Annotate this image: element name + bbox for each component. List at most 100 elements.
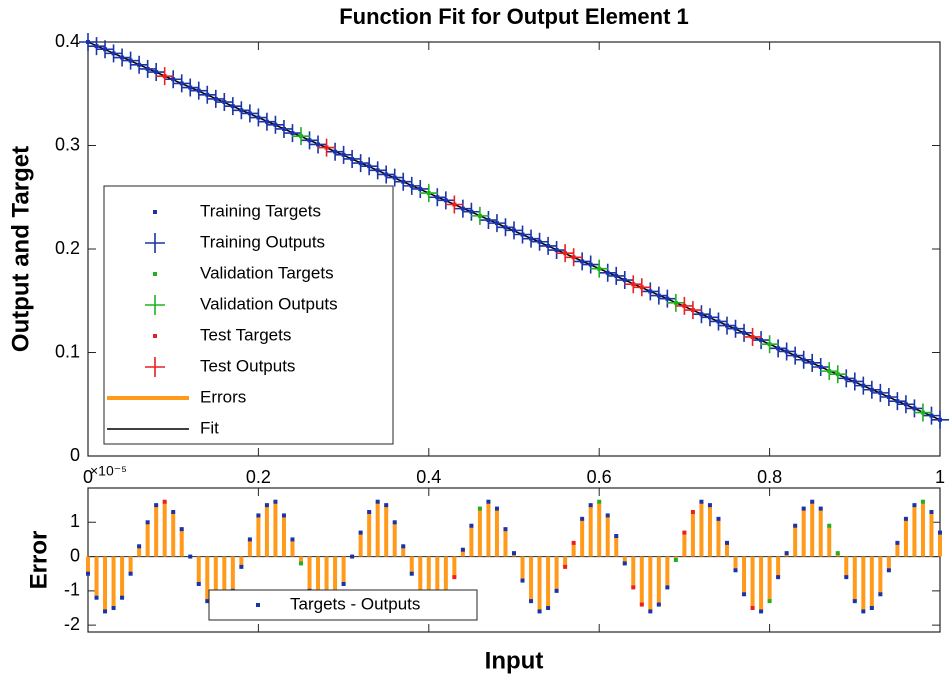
output-point [837,369,856,388]
output-point [240,104,259,123]
y-tick-label: -1 [64,580,80,600]
error-point [818,506,823,511]
x-tick-label: 0.2 [246,467,271,487]
error-point [247,537,252,542]
error-point [401,544,406,549]
error-point [503,527,508,532]
output-point [811,357,830,376]
output-point [513,225,532,244]
error-point [861,609,866,614]
error-point [656,602,661,607]
error-point [929,510,934,514]
output-point [590,259,609,278]
error-point [86,571,90,576]
error-point [733,568,738,573]
output-point [794,350,813,369]
legend-label: Test Targets [200,325,291,344]
output-point [922,406,941,425]
output-point [675,296,694,315]
error-point [622,561,627,566]
error-point [844,575,849,580]
error-point [895,540,900,545]
output-point [573,252,592,271]
error-point [409,571,414,576]
error-point [350,554,355,559]
error-point [725,540,729,545]
output-point [777,342,796,361]
error-point [256,513,261,518]
error-point [392,520,397,525]
output-point [786,346,805,365]
y-tick-label: 0 [70,545,80,565]
error-point [912,503,917,508]
x-tick-label: 0.6 [587,467,612,487]
error-point [188,554,193,559]
error-point [707,503,712,508]
output-point [896,395,915,414]
error-point [171,510,176,514]
error-point [103,609,108,614]
legend-plus [145,357,165,377]
output-point [462,202,481,221]
y-tick-label: 0.4 [55,31,80,51]
output-point [394,172,413,191]
output-point [607,266,626,285]
y-tick-label: 0.3 [55,134,80,154]
error-point [588,503,593,508]
error-point [554,588,559,593]
error-point [494,506,499,511]
legend-label: Test Outputs [200,356,295,375]
error-point [878,592,883,597]
y-tick-label: 0.2 [55,238,80,258]
error-point [571,540,576,545]
legend-dot [256,603,260,607]
output-point [292,127,310,146]
output-point [862,380,881,399]
output-point [905,399,924,418]
output-point [641,282,660,301]
error-point [605,513,610,518]
legend-dot [153,272,157,276]
output-point [879,388,898,407]
output-point [624,275,643,294]
legend-dot [153,210,157,214]
output-point [700,308,719,327]
output-point [496,218,515,237]
output-point [547,241,566,260]
y-tick-label: 0 [70,445,80,465]
output-point [556,244,575,263]
output-point [87,37,106,56]
error-point [196,582,201,586]
legend-label: Fit [200,418,219,437]
output-point [726,319,745,338]
error-point [512,551,516,556]
output-point [854,376,873,395]
chart-title: Function Fit for Output Element 1 [339,4,689,29]
error-point [827,523,832,528]
error-point [145,520,150,525]
error-point [716,516,721,521]
error-point [290,537,295,542]
y-tick-label: 1 [70,511,80,531]
output-point [769,339,788,358]
error-point [784,551,789,556]
error-point [520,578,525,583]
error-point [537,609,542,614]
error-point [477,506,482,511]
y-axis-label: Output and Target [7,146,34,352]
output-point [428,188,447,207]
output-point [632,278,651,297]
output-point [718,316,736,335]
output-point [760,335,779,354]
output-point [189,81,208,100]
error-point [852,599,857,604]
output-point [888,392,907,411]
error-point [648,609,653,614]
output-point [539,236,558,255]
x-axis-label: Input [485,647,544,674]
output-point [113,48,132,67]
output-point [598,263,617,282]
output-point [743,327,762,346]
output-point [649,286,668,305]
